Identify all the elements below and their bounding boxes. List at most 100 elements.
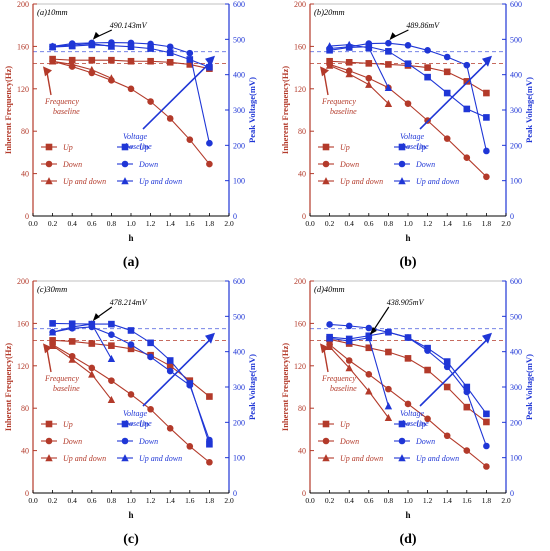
legend-marker (398, 437, 406, 445)
data-point-left (463, 403, 471, 411)
x-tick-label: 1.6 (185, 496, 195, 505)
x-axis-title: h (128, 510, 133, 520)
x-tick-label: 0.6 (364, 219, 374, 228)
voltage-arrow (142, 338, 212, 407)
left-tick-label: 40 (298, 447, 306, 456)
left-tick-label: 120 (294, 362, 306, 371)
peak-arrowhead (369, 326, 377, 335)
x-tick-label: 1.4 (166, 219, 176, 228)
right-tick-label: 0 (233, 212, 237, 221)
x-tick-label: 1.2 (423, 219, 433, 228)
data-point-left (186, 443, 194, 450)
voltage-arrow (419, 338, 489, 407)
data-point-right (463, 61, 471, 69)
legend-label: Up (139, 143, 149, 152)
voltage-label-line1: Voltage (123, 409, 147, 418)
data-point-right (365, 43, 373, 52)
panel-title: (d)40mm (314, 284, 345, 294)
voltage-label-line1: Voltage (400, 132, 424, 141)
right-tick-label: 0 (233, 489, 237, 498)
voltage-arrowhead (205, 55, 215, 67)
legend-marker (322, 420, 330, 428)
data-point-left (404, 100, 412, 107)
right-tick-label: 100 (510, 177, 522, 186)
left-tick-label: 120 (294, 85, 306, 94)
right-tick-label: 400 (510, 348, 522, 357)
left-tick-label: 200 (294, 277, 306, 286)
legend-marker (322, 143, 330, 151)
data-point-left (147, 405, 154, 413)
data-point-right (483, 442, 490, 450)
data-point-left (424, 64, 431, 71)
right-axis-title: Peak Voltage(mV) (247, 354, 257, 420)
left-tick-label: 160 (294, 319, 306, 328)
data-point-left (108, 56, 115, 64)
x-tick-label: 1.6 (185, 219, 195, 228)
data-point-right (345, 337, 353, 345)
data-point-left (107, 395, 116, 404)
legend-marker (45, 437, 53, 445)
data-point-right (186, 56, 194, 63)
data-point-left (108, 377, 115, 384)
legend-marker (322, 437, 330, 445)
data-point-left (384, 99, 393, 107)
legend-marker (121, 177, 129, 185)
frequency-arrowhead (320, 343, 329, 354)
data-point-right (384, 402, 393, 410)
data-point-right (186, 49, 194, 57)
x-tick-label: 0.4 (345, 219, 355, 228)
x-tick-label: 2.0 (224, 496, 234, 505)
frequency-arrow (46, 72, 52, 96)
legend-marker (121, 437, 129, 445)
voltage-arrowhead (482, 332, 492, 344)
right-tick-label: 200 (233, 141, 245, 150)
x-tick-label: 0.6 (87, 219, 97, 228)
left-tick-label: 40 (21, 447, 29, 456)
data-point-left (206, 393, 213, 400)
right-axis-title: Peak Voltage(mV) (524, 77, 534, 143)
series-line-left-2 (329, 64, 389, 105)
left-axis-title: Inherent Frequency(Hz) (280, 66, 290, 154)
legend-marker (322, 177, 330, 185)
right-tick-label: 400 (233, 71, 245, 80)
data-point-left (345, 364, 353, 372)
voltage-label-line1: Voltage (400, 409, 424, 418)
data-point-left (186, 136, 194, 143)
x-tick-label: 2.0 (501, 219, 511, 228)
legend-marker (322, 454, 330, 462)
data-point-left (108, 342, 115, 349)
peak-arrowhead (389, 32, 397, 41)
data-point-right (424, 46, 431, 54)
x-tick-label: 0.0 (305, 496, 315, 505)
legend-label: Down (138, 437, 158, 446)
data-point-right (463, 383, 471, 391)
data-point-left (68, 60, 76, 68)
right-tick-label: 100 (233, 177, 245, 186)
data-point-left (365, 387, 373, 395)
legend-label: Down (339, 437, 359, 446)
data-point-right (424, 347, 431, 354)
x-tick-label: 0.4 (345, 496, 355, 505)
data-point-right (107, 42, 116, 50)
series-line-right-5 (329, 44, 389, 88)
left-axis-title: Inherent Frequency(Hz) (3, 343, 13, 431)
legend-label: Up (340, 420, 350, 429)
data-point-left (443, 383, 451, 391)
voltage-arrowhead (205, 332, 215, 344)
left-tick-label: 200 (17, 0, 29, 9)
panel-caption: (a) (123, 255, 140, 270)
data-point-left (107, 74, 116, 82)
data-point-left (424, 415, 431, 423)
data-point-right (206, 436, 213, 444)
data-point-left (206, 458, 213, 466)
legend-marker (45, 177, 53, 185)
data-point-left (463, 78, 471, 85)
data-point-left (88, 340, 96, 347)
data-point-left (365, 370, 373, 378)
legend-label: Down (415, 437, 435, 446)
right-tick-label: 0 (510, 212, 514, 221)
frequency-arrow (323, 72, 329, 96)
legend-marker (45, 454, 53, 462)
data-point-left (443, 432, 451, 440)
